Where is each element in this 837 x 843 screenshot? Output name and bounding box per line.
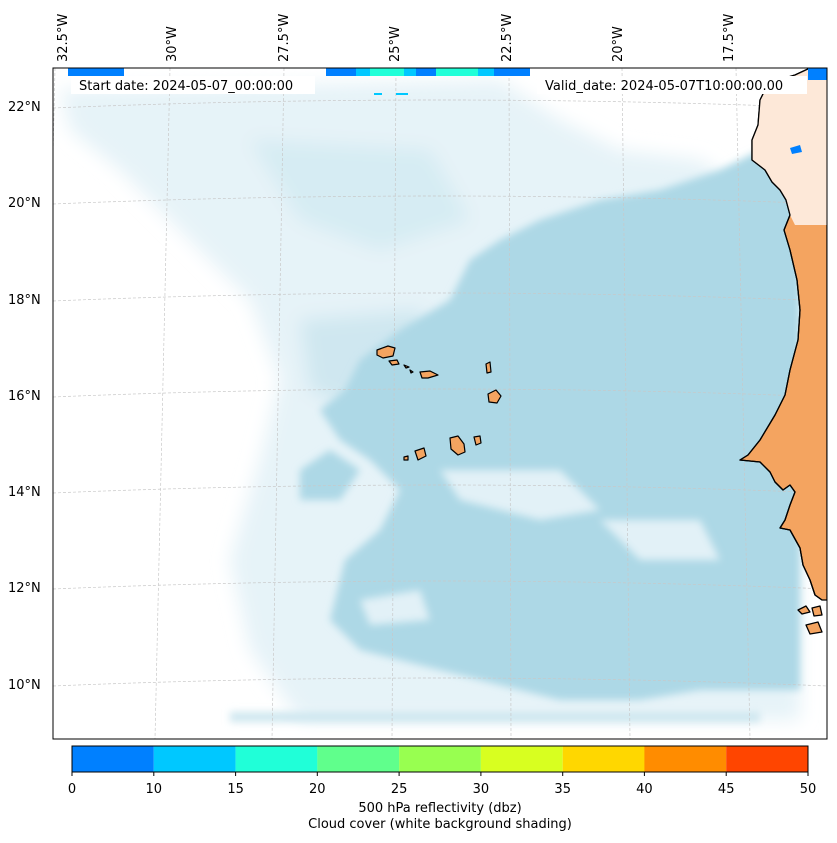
lat-label-12n: 12°N [8, 581, 41, 596]
colorbar-segment [399, 746, 481, 772]
reflectivity-strip [68, 68, 827, 95]
colorbar-tick-label: 50 [800, 782, 817, 797]
cloud-patches [360, 470, 720, 625]
colorbar-segment [317, 746, 400, 772]
lat-label-20n: 20°N [8, 196, 41, 211]
lon-label-30w: 30°W [165, 26, 180, 62]
map-frame [52, 67, 828, 740]
lon-label-32-5w: 32.5°W [56, 14, 71, 62]
lon-label-27-5w: 27.5°W [277, 14, 292, 62]
colorbar-tick-label: 10 [146, 782, 163, 797]
colorbar-segment [72, 746, 154, 772]
colorbar-tick-label: 45 [718, 782, 735, 797]
colorbar-segment [480, 746, 563, 772]
colorbar-tick-label: 25 [391, 782, 408, 797]
cape-verde-islands [376, 345, 502, 461]
lon-label-22-5w: 22.5°W [500, 14, 515, 62]
colorbar-subtitle: Cloud cover (white background shading) [308, 817, 572, 832]
colorbar-tick-label: 20 [309, 782, 326, 797]
start-date-label: Start date: 2024-05-07_00:00:00 [79, 79, 293, 94]
colorbar-segment [235, 746, 318, 772]
colorbar-segment [562, 746, 645, 772]
colorbar-tick-label: 35 [554, 782, 571, 797]
lat-label-18n: 18°N [8, 293, 41, 308]
colorbar-tick-label: 15 [227, 782, 244, 797]
colorbar-frame [71, 745, 809, 773]
lon-label-20w: 20°W [611, 26, 626, 62]
colorbar: 0 10 15 20 25 30 35 40 45 50 [68, 745, 817, 797]
latitude-labels: 22°N 20°N 18°N 16°N 14°N 12°N 10°N [8, 100, 41, 693]
lon-label-17-5w: 17.5°W [722, 14, 737, 62]
lat-label-14n: 14°N [8, 485, 41, 500]
colorbar-tick-label: 30 [473, 782, 490, 797]
colorbar-tick-label: 40 [636, 782, 653, 797]
lat-label-22n: 22°N [8, 100, 41, 115]
valid-date-box [537, 76, 807, 94]
graticule [53, 68, 827, 739]
colorbar-tick-label: 0 [68, 782, 76, 797]
colorbar-segment [726, 746, 808, 772]
lat-label-10n: 10°N [8, 678, 41, 693]
africa-land [739, 68, 827, 635]
colorbar-segment [153, 746, 236, 772]
start-date-box [71, 76, 315, 94]
colorbar-segment [644, 746, 727, 772]
colorbar-caption: 500 hPa reflectivity (dbz) Cloud cover (… [72, 801, 808, 833]
lake-reflectivity [790, 145, 802, 154]
valid-date-label: Valid_date: 2024-05-07T10:00:00.00 [545, 79, 783, 94]
lon-label-25w: 25°W [388, 26, 403, 62]
colorbar-title: 500 hPa reflectivity (dbz) [358, 801, 522, 816]
lat-label-16n: 16°N [8, 389, 41, 404]
longitude-labels: 32.5°W 30°W 27.5°W 25°W 22.5°W 20°W 17.5… [56, 14, 737, 62]
